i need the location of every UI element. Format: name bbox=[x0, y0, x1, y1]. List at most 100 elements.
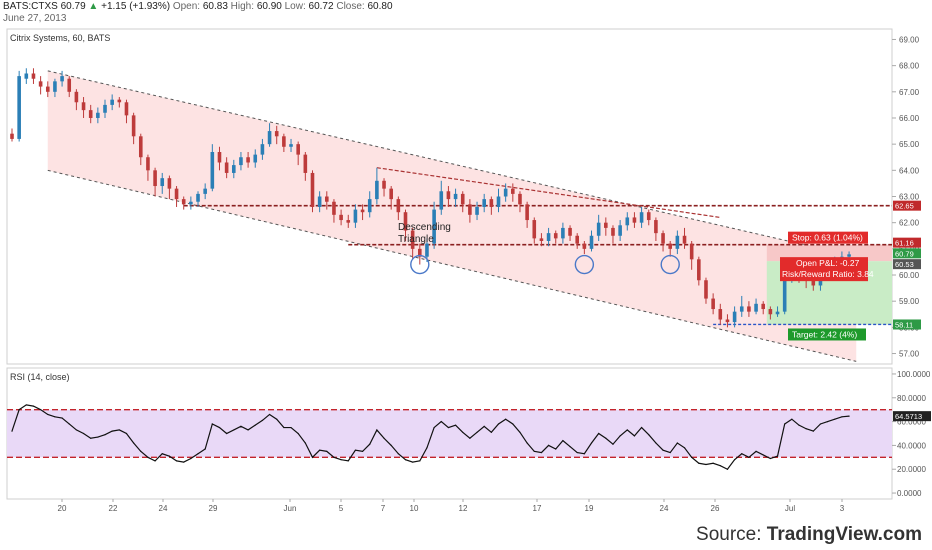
rsi-point bbox=[762, 454, 764, 456]
candle-body bbox=[253, 154, 258, 163]
pnl-label-bg bbox=[780, 257, 868, 282]
candle-body bbox=[661, 233, 665, 244]
candle-body bbox=[332, 201, 336, 215]
candle bbox=[310, 170, 315, 213]
candle-body bbox=[346, 220, 351, 223]
candle-body bbox=[532, 220, 537, 239]
candle-body bbox=[754, 303, 758, 312]
channel-fill bbox=[47, 70, 857, 362]
x-tick-label: 17 bbox=[533, 504, 542, 513]
target-label-bg bbox=[788, 328, 866, 341]
candle-body bbox=[24, 73, 29, 79]
candle-body bbox=[482, 199, 486, 207]
candle-body bbox=[117, 99, 122, 103]
candle bbox=[153, 167, 157, 197]
candle bbox=[661, 230, 665, 252]
stop-zone bbox=[766, 244, 892, 262]
candle-body bbox=[88, 110, 93, 118]
rsi-point bbox=[397, 453, 399, 455]
rsi-point bbox=[748, 456, 750, 458]
y-tick-label: 57.00 bbox=[899, 350, 920, 359]
y-tick-label: 69.00 bbox=[899, 35, 920, 44]
candle bbox=[67, 76, 72, 98]
candle bbox=[697, 256, 701, 286]
candle bbox=[231, 159, 236, 179]
triangle-top-line bbox=[376, 167, 721, 219]
candle bbox=[639, 206, 644, 228]
rsi-point bbox=[104, 434, 106, 436]
candle-body bbox=[468, 204, 472, 215]
close-value: 60.80 bbox=[367, 1, 393, 12]
candle-body bbox=[847, 254, 851, 257]
candle bbox=[553, 230, 558, 244]
candle-body bbox=[45, 86, 50, 92]
candle-body bbox=[747, 306, 751, 312]
rsi-point bbox=[11, 430, 13, 432]
rsi-point bbox=[605, 437, 607, 439]
y-tick-label: 64.00 bbox=[899, 166, 920, 175]
candle bbox=[53, 78, 57, 98]
rsi-point bbox=[376, 429, 378, 431]
x-tick-label: 20 bbox=[58, 504, 67, 513]
candle-body bbox=[775, 311, 780, 315]
x-tick-label: 7 bbox=[381, 504, 386, 513]
candle bbox=[246, 152, 250, 168]
candle bbox=[453, 188, 458, 207]
candle bbox=[289, 138, 293, 153]
candle bbox=[747, 301, 751, 317]
candle-body bbox=[561, 227, 565, 239]
candle-body bbox=[196, 193, 200, 202]
candle bbox=[10, 128, 14, 142]
rsi-point bbox=[247, 429, 249, 431]
price-tag-label: 62.65 bbox=[895, 202, 914, 211]
candle bbox=[418, 243, 422, 265]
candle bbox=[403, 209, 408, 241]
candle bbox=[360, 204, 365, 221]
candle-body bbox=[668, 243, 673, 249]
candle bbox=[31, 68, 36, 84]
candle bbox=[196, 191, 200, 207]
candle bbox=[496, 188, 501, 213]
rsi-point bbox=[691, 456, 693, 458]
candle bbox=[739, 295, 744, 317]
price-tag-bg bbox=[893, 200, 921, 211]
candle bbox=[732, 306, 737, 328]
candle bbox=[203, 183, 207, 200]
rsi-point bbox=[304, 442, 306, 444]
candle bbox=[317, 191, 322, 213]
symbol-header: BATS:CTXS 60.79 ▲ +1.15 (+1.93%) Open: 6… bbox=[3, 1, 393, 25]
change-value: +1.15 (+1.93%) bbox=[101, 1, 171, 12]
rsi-point bbox=[297, 432, 299, 435]
candle-body bbox=[503, 188, 508, 197]
rsi-point bbox=[705, 463, 707, 466]
rsi-point bbox=[61, 417, 63, 419]
rsi-point bbox=[612, 443, 614, 445]
candle bbox=[654, 217, 658, 241]
candle bbox=[260, 138, 265, 160]
high-value: 60.90 bbox=[256, 1, 282, 12]
candle-body bbox=[646, 212, 651, 221]
price-tag-bg bbox=[893, 259, 921, 270]
rsi-point bbox=[226, 432, 228, 435]
rsi-point bbox=[183, 461, 185, 463]
candle bbox=[711, 293, 715, 315]
candle-body bbox=[74, 91, 79, 103]
y-tick-label: 59.00 bbox=[899, 297, 920, 306]
candle-body bbox=[203, 188, 207, 194]
candle-body bbox=[511, 188, 515, 194]
rsi-point bbox=[526, 442, 528, 444]
candle bbox=[103, 99, 107, 118]
candle bbox=[253, 149, 258, 168]
open-label: Open: bbox=[172, 1, 201, 12]
pattern-label-line2: Triangle bbox=[398, 234, 434, 245]
candle-body bbox=[81, 102, 86, 111]
candle bbox=[561, 222, 565, 244]
candle-body bbox=[38, 81, 43, 87]
rsi-point bbox=[268, 413, 271, 416]
candle bbox=[632, 212, 637, 228]
rsi-point bbox=[168, 455, 170, 457]
candle bbox=[460, 191, 465, 213]
price-tag-label: 60.53 bbox=[895, 260, 914, 269]
rsi-point bbox=[240, 425, 242, 427]
